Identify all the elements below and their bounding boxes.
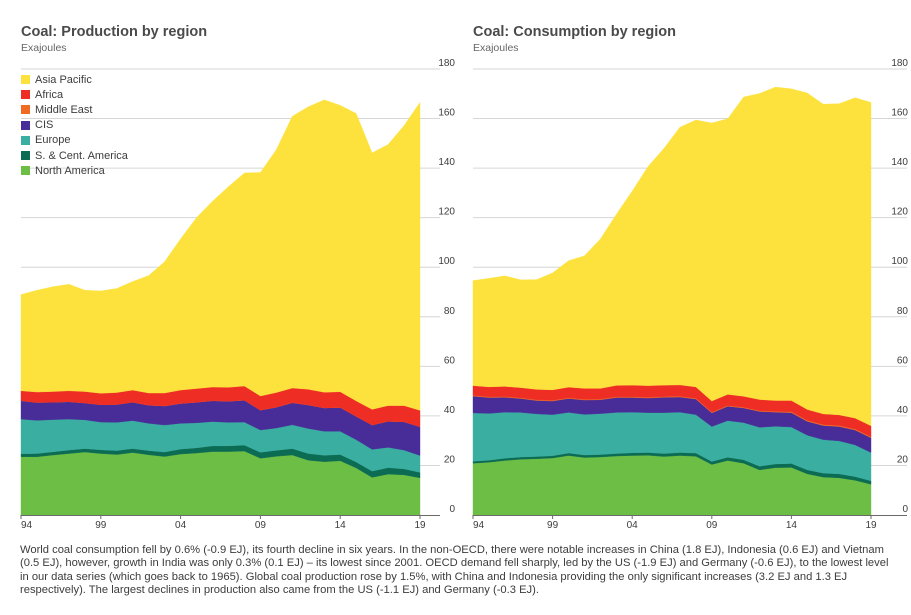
consumption-y-tick-label-160: 160 [891, 108, 908, 119]
consumption-x-tick-label-19: 19 [865, 520, 877, 531]
consumption-y-tick-label-180: 180 [891, 58, 908, 69]
production-x-tick-label-09: 09 [255, 520, 267, 531]
legend-swatch-africa [21, 90, 30, 100]
production-y-tick-label-160: 160 [438, 108, 455, 119]
legend-item-cis: CIS [21, 118, 128, 133]
legend-swatch-europe [21, 135, 30, 145]
production-x-tick-label-19: 19 [414, 520, 426, 531]
production-chart-title: Coal: Production by region [21, 24, 208, 40]
production-chart-panel: 0 20 40 60 80 100 120 140 160 180 94 99 04 09 14 19 Coa… [0, 0, 456, 540]
consumption-y-tick-label-40: 40 [897, 405, 909, 416]
production-y-tick-label-140: 140 [438, 157, 455, 168]
consumption-y-tick-label-0: 0 [902, 504, 908, 515]
legend-item-north-america: North America [21, 163, 128, 178]
production-area-asia-pacific [20, 99, 421, 411]
production-y-tick-label-20: 20 [444, 454, 456, 465]
consumption-y-tick-label-80: 80 [897, 306, 909, 317]
consumption-chart-panel: 0 20 40 60 80 100 120 140 160 180 94 99 04 09 14 19 Coa… [452, 0, 911, 540]
production-x-tick-label-04: 04 [175, 520, 187, 531]
legend-label-north-america: North America [35, 164, 105, 177]
production-y-tick-label-0: 0 [449, 504, 455, 515]
legend-item-middle-east: Middle East [21, 102, 128, 117]
production-y-tick-label-60: 60 [444, 355, 456, 366]
production-y-tick-label-40: 40 [444, 405, 456, 416]
legend-label-cis: CIS [35, 119, 54, 132]
legend-label-africa: Africa [35, 88, 64, 101]
legend-item-s-cent-america: S. & Cent. America [21, 148, 128, 163]
production-x-tick-label-99: 99 [95, 520, 107, 531]
caption-text: World coal consumption fell by 0.6% (-0.… [20, 544, 889, 597]
consumption-chart-title: Coal: Consumption by region [473, 24, 676, 40]
chart-legend: Asia Pacific Africa Middle East CIS Euro… [21, 72, 128, 178]
legend-item-europe: Europe [21, 133, 128, 148]
consumption-chart: 0 20 40 60 80 100 120 140 160 180 94 99 04 09 14 19 [472, 58, 909, 531]
legend-swatch-middle-east [21, 105, 30, 115]
legend-swatch-asia-pacific [21, 75, 30, 85]
production-chart: 0 20 40 60 80 100 120 140 160 180 94 99 04 09 14 19 [20, 58, 456, 531]
production-x-tick-label-14: 14 [335, 520, 347, 531]
consumption-y-tick-label-60: 60 [897, 355, 909, 366]
consumption-x-tick-label-94: 94 [473, 520, 485, 531]
consumption-y-tick-label-140: 140 [891, 157, 908, 168]
production-y-tick-label-80: 80 [444, 306, 456, 317]
production-chart-unit: Exajoules [21, 42, 67, 54]
consumption-x-tick-label-99: 99 [547, 520, 559, 531]
production-x-tick-label-94: 94 [21, 520, 33, 531]
production-y-tick-label-120: 120 [438, 207, 455, 218]
consumption-y-tick-label-120: 120 [891, 207, 908, 218]
consumption-x-tick-label-14: 14 [786, 520, 798, 531]
legend-swatch-s-cent-america [21, 151, 30, 161]
legend-label-europe: Europe [35, 134, 71, 147]
legend-item-asia-pacific: Asia Pacific [21, 72, 128, 87]
consumption-area-asia-pacific [472, 86, 872, 427]
legend-swatch-cis [21, 120, 30, 130]
legend-label-s-cent-america: S. & Cent. America [35, 149, 128, 162]
consumption-chart-unit: Exajoules [473, 42, 519, 54]
legend-label-asia-pacific: Asia Pacific [35, 73, 92, 86]
legend-swatch-north-america [21, 166, 30, 176]
production-y-tick-label-180: 180 [438, 58, 455, 69]
consumption-x-tick-label-04: 04 [627, 520, 639, 531]
consumption-y-tick-label-100: 100 [891, 256, 908, 267]
legend-item-africa: Africa [21, 87, 128, 102]
legend-label-middle-east: Middle East [35, 103, 93, 116]
consumption-x-tick-label-09: 09 [706, 520, 718, 531]
consumption-y-tick-label-20: 20 [897, 454, 909, 465]
production-y-tick-label-100: 100 [438, 256, 455, 267]
